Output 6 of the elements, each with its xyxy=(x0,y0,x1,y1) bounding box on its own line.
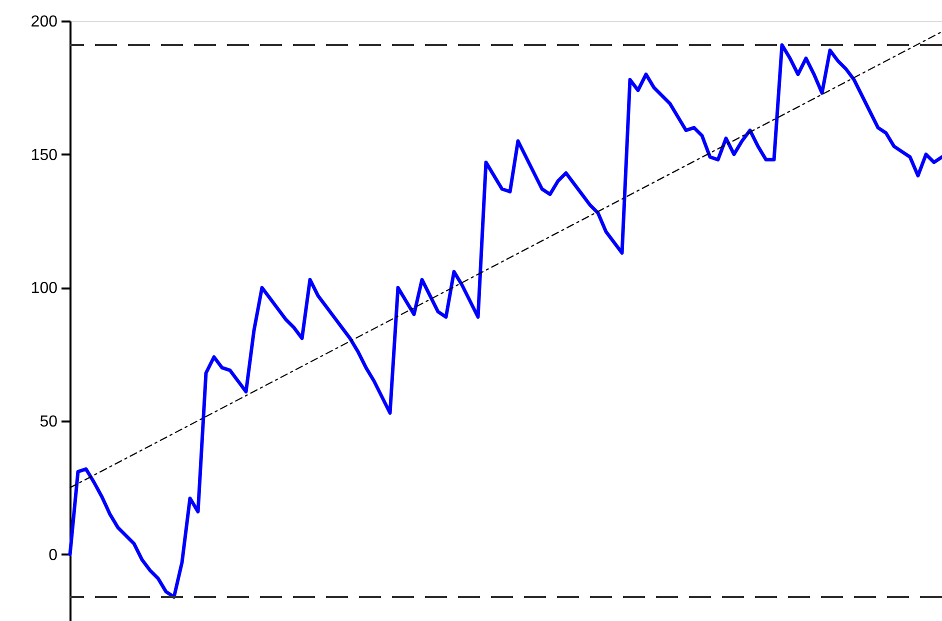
y-tick-label: 200 xyxy=(30,14,58,30)
y-tick-label: 0 xyxy=(48,546,58,564)
line-series xyxy=(68,43,942,599)
y-tick-label: 50 xyxy=(40,414,58,430)
y-tick-label: 100 xyxy=(30,280,58,298)
y-tick-label: 150 xyxy=(30,146,58,164)
